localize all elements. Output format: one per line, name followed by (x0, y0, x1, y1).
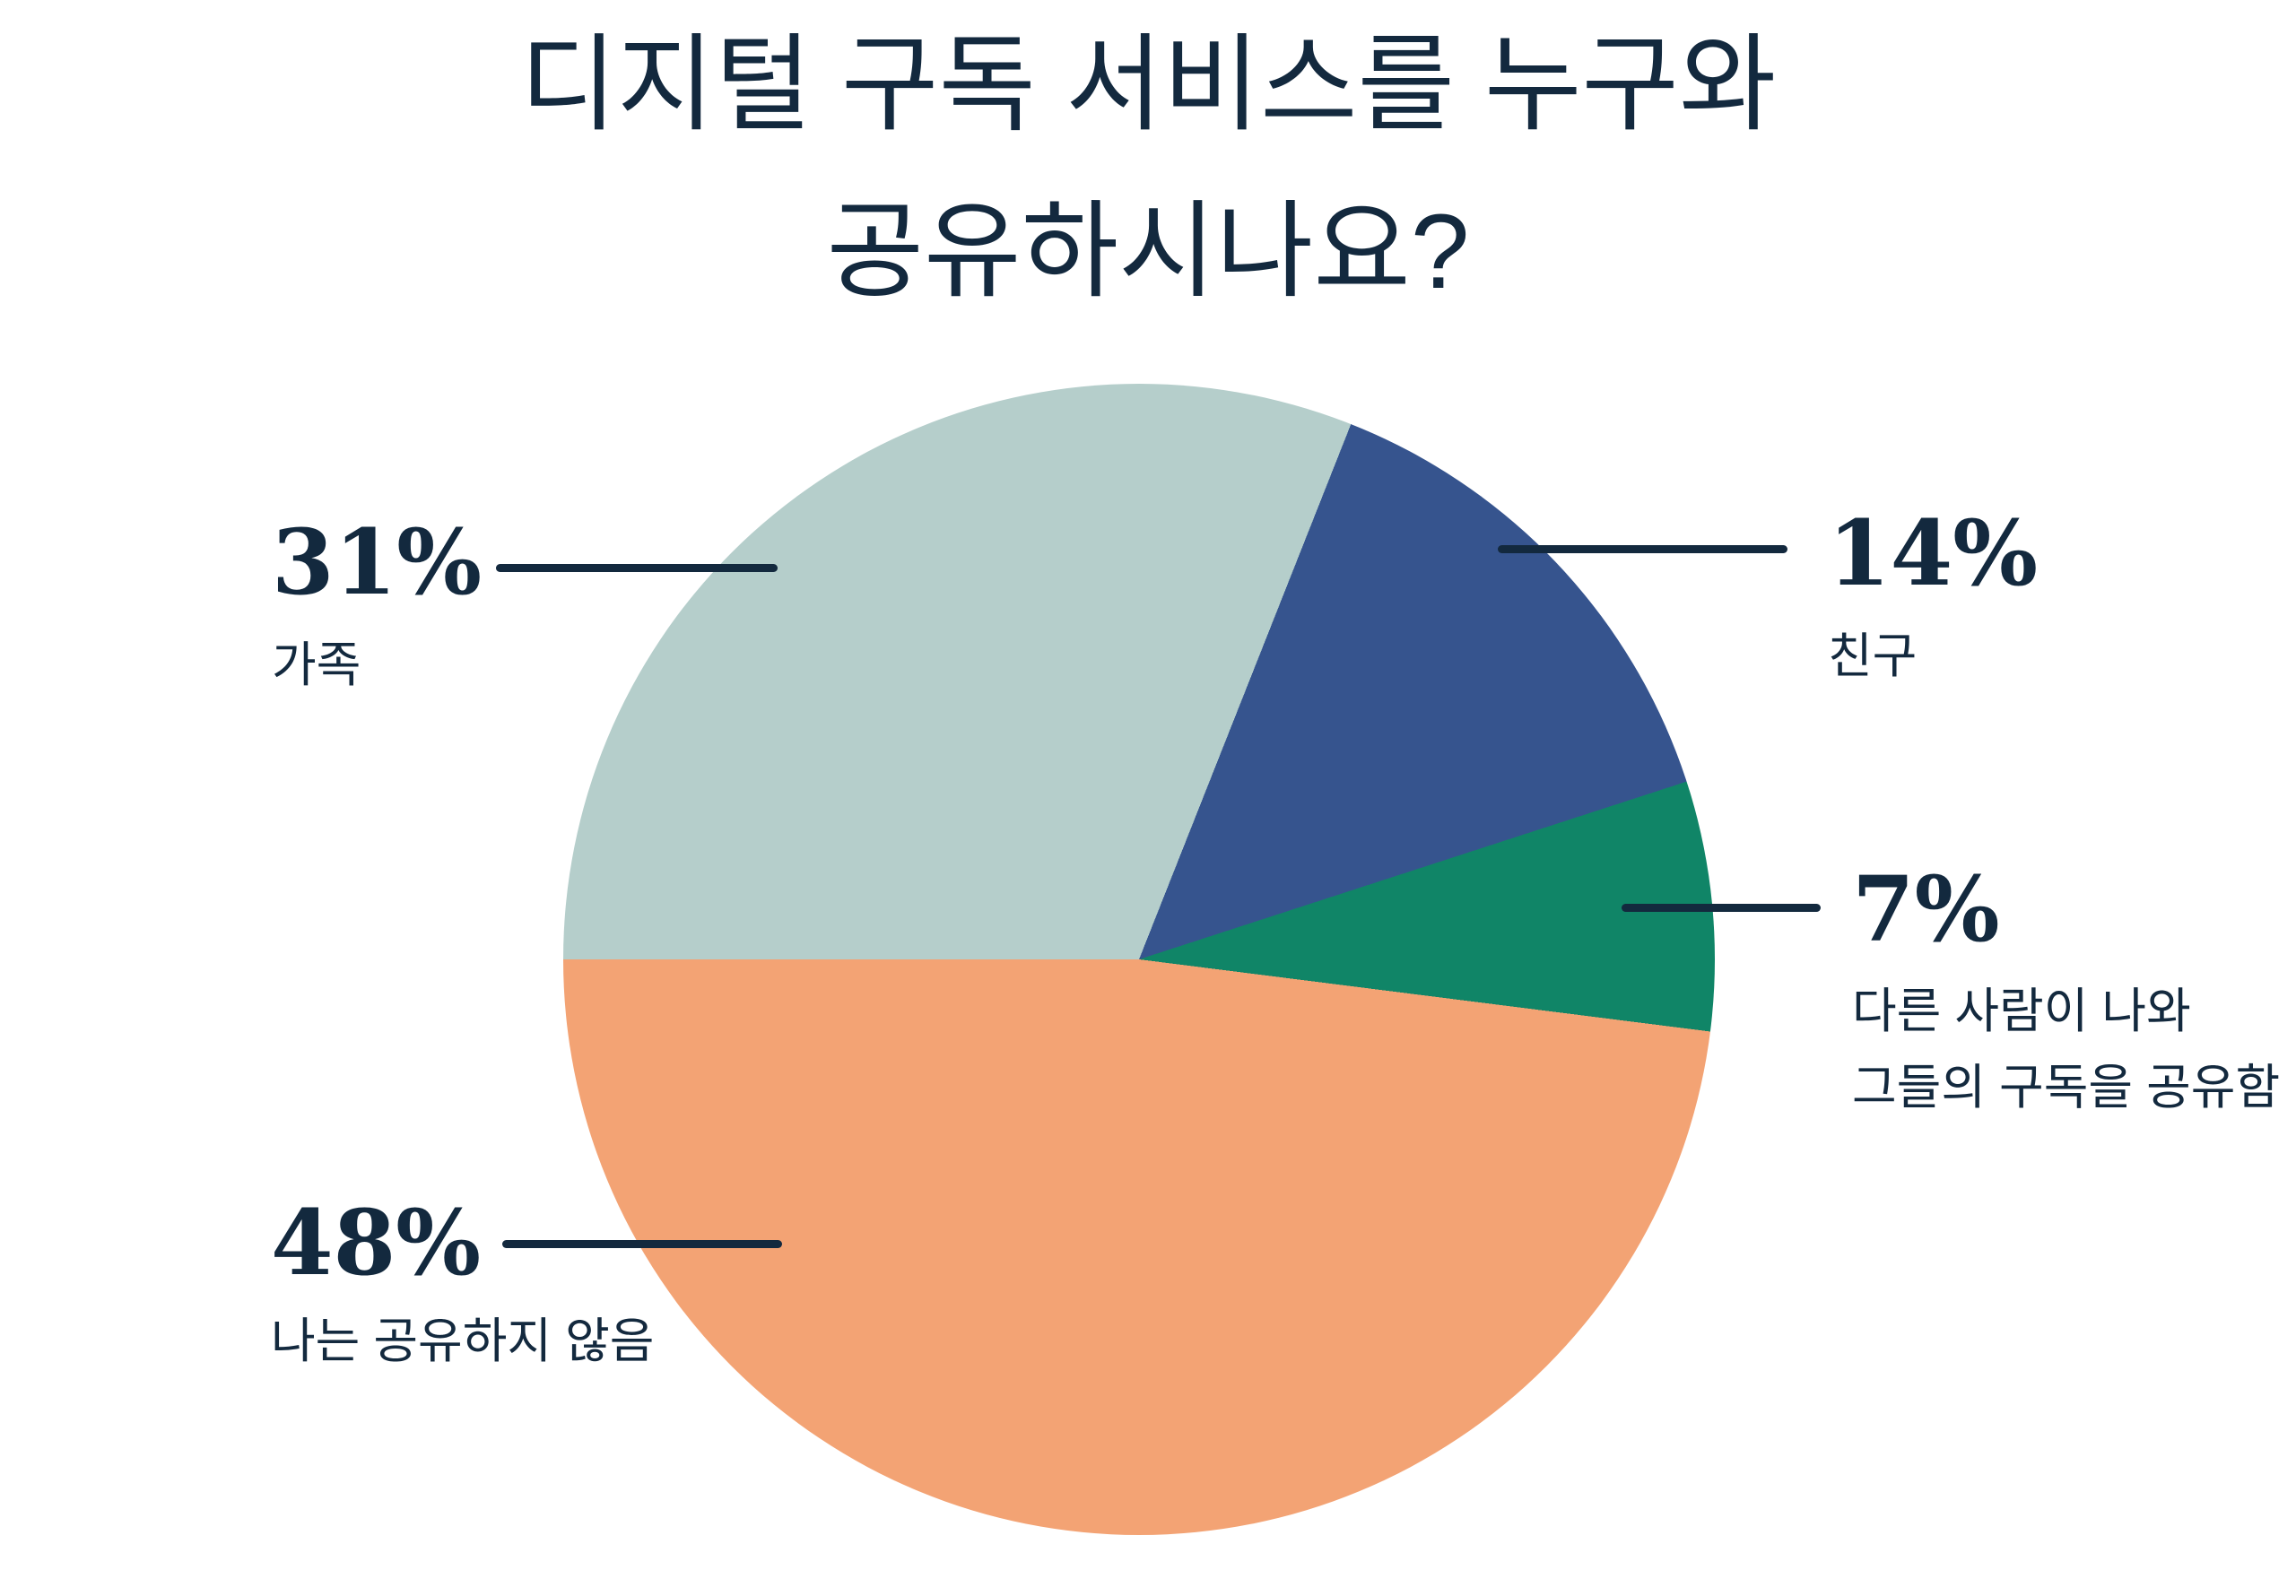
value-label-noshare: 48% (271, 1190, 482, 1296)
callout-line-noshare (502, 1240, 782, 1248)
value-label-family: 31% (272, 509, 483, 615)
callout-line-friends (1498, 545, 1787, 553)
chart-title-line2: 공유하시나요? (826, 193, 1470, 311)
chart-title-line1: 디지털 구독 서비스를 누구와 (519, 26, 1777, 144)
value-label-friends: 14% (1828, 500, 2039, 606)
pie-chart (563, 384, 1715, 1535)
value-label-others: 7% (1852, 856, 2000, 962)
slice-label-family: 가족 (272, 638, 361, 692)
slice-label-others: 다른 사람이 나와 그들의 구독을 공유함 (1852, 984, 2281, 1115)
callout-line-family (496, 564, 778, 572)
callout-line-others (1622, 904, 1821, 912)
slice-label-noshare: 나는 공유하지 않음 (271, 1314, 655, 1368)
slice-label-friends: 친구 (1828, 629, 1918, 683)
